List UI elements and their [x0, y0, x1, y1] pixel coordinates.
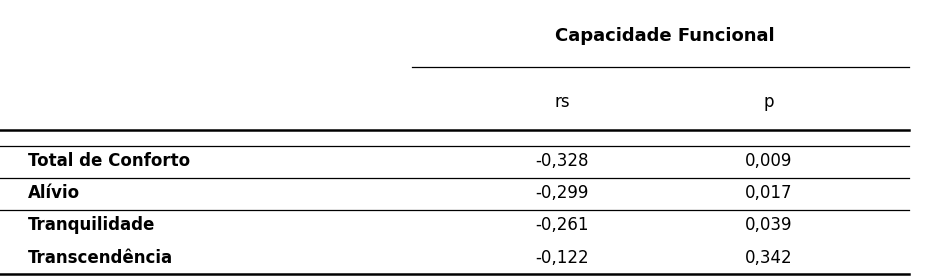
Text: 0,342: 0,342 — [744, 249, 791, 267]
Text: Total de Conforto: Total de Conforto — [28, 152, 190, 170]
Text: -0,328: -0,328 — [534, 152, 589, 170]
Text: 0,017: 0,017 — [744, 184, 791, 202]
Text: p: p — [762, 93, 773, 111]
Text: rs: rs — [554, 93, 569, 111]
Text: 0,009: 0,009 — [744, 152, 791, 170]
Text: Tranquilidade: Tranquilidade — [28, 216, 155, 234]
Text: -0,122: -0,122 — [534, 249, 589, 267]
Text: -0,299: -0,299 — [535, 184, 588, 202]
Text: 0,039: 0,039 — [744, 216, 791, 234]
Text: Capacidade Funcional: Capacidade Funcional — [555, 27, 774, 45]
Text: Transcendência: Transcendência — [28, 249, 173, 267]
Text: Alívio: Alívio — [28, 184, 80, 202]
Text: -0,261: -0,261 — [534, 216, 589, 234]
